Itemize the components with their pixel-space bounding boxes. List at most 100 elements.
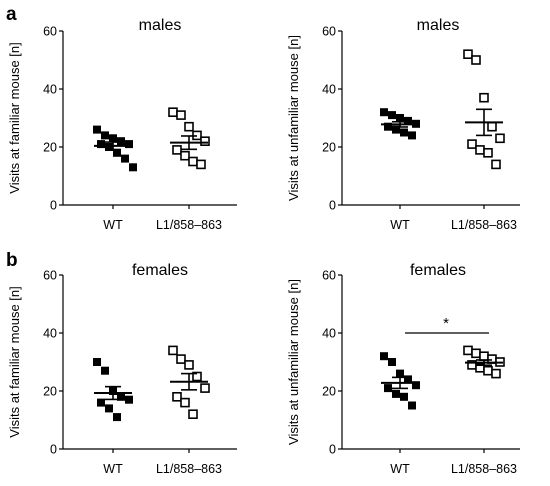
- y-tick-label: 0: [50, 199, 57, 213]
- data-point-filled-square: [117, 137, 125, 146]
- y-axis-label: Visits at unfamiliar mouse [n]: [286, 279, 301, 445]
- chart-title: females: [410, 262, 466, 279]
- data-point-filled-square: [97, 398, 105, 407]
- data-point-filled-square: [400, 128, 408, 137]
- data-point-filled-square: [93, 358, 101, 366]
- chart-2: males Visits at unfamiliar mouse [n] 0 20 40…: [286, 17, 520, 232]
- panel-label-b: b: [6, 250, 18, 271]
- y-tick-label: 60: [43, 269, 57, 283]
- data-point-filled-square: [400, 392, 408, 401]
- chart-title: males: [417, 17, 460, 34]
- charts: males Visits at familiar mouse [n] 0 20 40 60…: [7, 17, 520, 476]
- data-point-open-square: [471, 55, 481, 65]
- chart-4: females Visits at unfamiliar mouse [n] 0 20…: [286, 262, 520, 476]
- data-point-filled-square: [117, 392, 125, 401]
- x-category-label: L1/858–863: [156, 462, 222, 476]
- data-point-filled-square: [101, 131, 109, 140]
- data-point-filled-square: [408, 131, 416, 140]
- y-tick-label: 40: [43, 83, 57, 97]
- data-point-filled-square: [125, 395, 133, 404]
- data-point-open-square: [479, 351, 489, 362]
- y-axis-label: Visits at familiar mouse [n]: [7, 286, 22, 437]
- data-point-filled-square: [93, 125, 101, 134]
- y-tick-label: 60: [322, 269, 336, 283]
- chart-3: females Visits at familiar mouse [n] 0 20 40…: [7, 262, 237, 476]
- y-axis-label: Visits at unfamiliar mouse [n]: [286, 35, 301, 201]
- x-category-label: WT: [390, 218, 410, 232]
- data-point-filled-square: [380, 108, 388, 117]
- data-point-open-square: [495, 133, 505, 144]
- significance-label: *: [443, 315, 449, 332]
- panel-label-a: a: [6, 4, 17, 25]
- data-point-filled-square: [384, 384, 392, 393]
- y-tick-label: 0: [329, 199, 336, 213]
- data-point-open-square: [463, 49, 473, 60]
- data-point-open-square: [188, 409, 198, 420]
- y-axis-label: Visits at familiar mouse [n]: [7, 42, 22, 193]
- data-point-filled-square: [105, 143, 113, 151]
- data-point-filled-square: [129, 163, 137, 172]
- data-point-filled-square: [392, 389, 400, 398]
- data-point-filled-square: [113, 148, 121, 157]
- data-point-open-square: [200, 136, 210, 146]
- data-point-open-square: [491, 159, 501, 170]
- data-point-open-square: [463, 345, 473, 356]
- x-category-label: WT: [390, 462, 410, 476]
- y-tick-label: 20: [43, 385, 57, 399]
- y-tick-label: 0: [329, 443, 336, 457]
- x-category-label: WT: [103, 462, 123, 476]
- y-tick-label: 20: [43, 141, 57, 155]
- data-point-filled-square: [380, 352, 388, 361]
- data-point-filled-square: [396, 114, 404, 122]
- data-point-open-square: [172, 391, 182, 402]
- data-point-open-square: [184, 360, 194, 370]
- data-point-filled-square: [384, 122, 392, 131]
- data-point-filled-square: [388, 358, 396, 366]
- data-point-filled-square: [101, 366, 109, 375]
- data-point-filled-square: [404, 375, 412, 384]
- y-tick-label: 20: [322, 141, 336, 155]
- data-point-open-square: [176, 354, 186, 364]
- data-point-open-square: [491, 368, 501, 379]
- data-point-open-square: [467, 139, 477, 149]
- y-tick-label: 40: [43, 327, 57, 341]
- data-point-open-square: [180, 150, 190, 161]
- data-point-filled-square: [121, 154, 129, 163]
- data-point-open-square: [168, 345, 178, 356]
- data-point-filled-square: [105, 404, 113, 413]
- data-point-filled-square: [396, 369, 404, 378]
- data-point-open-square: [200, 383, 210, 393]
- data-point-open-square: [176, 110, 186, 120]
- data-point-filled-square: [388, 111, 396, 120]
- chart-title: females: [132, 262, 188, 279]
- x-category-label: L1/858–863: [451, 462, 517, 476]
- chart-title: males: [139, 17, 182, 34]
- data-point-open-square: [479, 92, 489, 103]
- y-tick-label: 20: [322, 385, 336, 399]
- data-point-filled-square: [412, 381, 420, 390]
- data-point-filled-square: [109, 134, 117, 143]
- data-point-open-square: [192, 371, 202, 382]
- x-category-label: WT: [103, 218, 123, 232]
- data-point-open-square: [180, 397, 190, 408]
- x-category-label: L1/858–863: [451, 218, 517, 232]
- data-point-filled-square: [113, 413, 121, 422]
- data-point-filled-square: [404, 116, 412, 125]
- data-point-open-square: [196, 159, 206, 170]
- data-point-open-square: [184, 121, 194, 132]
- chart-1: males Visits at familiar mouse [n] 0 20 40 60…: [7, 17, 237, 232]
- y-tick-label: 60: [322, 25, 336, 39]
- data-point-filled-square: [408, 401, 416, 410]
- data-point-open-square: [483, 148, 493, 158]
- data-point-open-square: [483, 365, 493, 376]
- data-point-open-square: [487, 121, 497, 132]
- data-point-filled-square: [125, 140, 133, 149]
- y-tick-label: 0: [50, 443, 57, 457]
- y-tick-label: 40: [322, 83, 336, 97]
- data-point-open-square: [475, 145, 485, 155]
- y-tick-label: 40: [322, 327, 336, 341]
- data-point-open-square: [172, 145, 182, 155]
- data-point-open-square: [168, 107, 178, 117]
- data-point-filled-square: [97, 140, 105, 149]
